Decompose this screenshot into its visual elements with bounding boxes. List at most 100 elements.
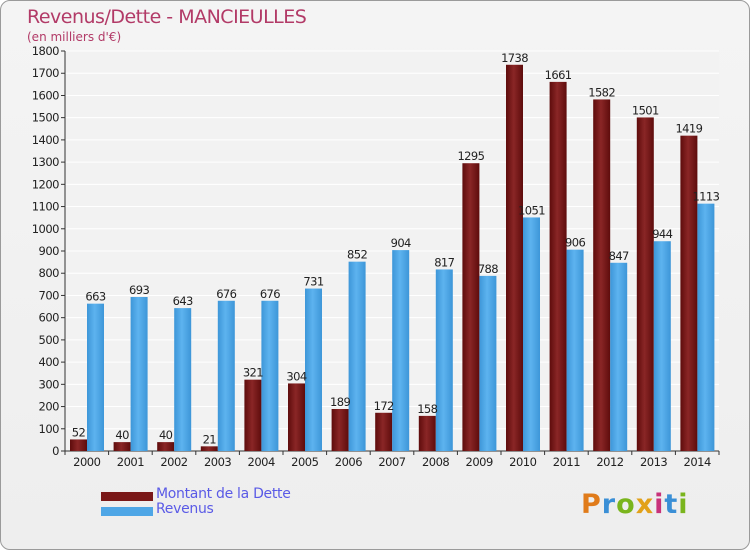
data-label-dette: 321: [243, 366, 263, 380]
bar-revenus: [653, 241, 671, 451]
x-tick-label: 2002: [160, 455, 187, 469]
x-tick-label: 2010: [509, 455, 536, 469]
data-label-dette: 1419: [675, 122, 702, 136]
data-label-dette: 1295: [457, 149, 484, 163]
data-label-revenus: 1051: [518, 203, 545, 217]
bar-dette: [418, 415, 436, 451]
bar-dette: [549, 81, 567, 451]
proxiti-logo: Proxiti: [581, 489, 689, 520]
x-tick-label: 2013: [640, 455, 667, 469]
data-label-revenus: 906: [565, 236, 585, 250]
x-tick-label: 2007: [378, 455, 405, 469]
bar-revenus: [217, 300, 235, 451]
data-label-dette: 1501: [632, 103, 659, 117]
data-label-dette: 1661: [545, 68, 572, 82]
bar-revenus: [479, 275, 497, 451]
y-tick-label: 400: [39, 355, 60, 369]
data-label-revenus: 904: [391, 236, 411, 250]
bar-revenus: [392, 250, 410, 451]
bar-dette: [244, 379, 262, 451]
y-tick-label: 600: [39, 311, 60, 325]
bar-dette: [331, 409, 349, 451]
bar-revenus: [435, 269, 453, 451]
data-label-dette: 304: [286, 369, 306, 383]
y-tick-label: 1400: [32, 133, 59, 147]
y-tick-label: 300: [39, 377, 60, 391]
data-label-revenus: 852: [347, 248, 367, 262]
data-label-revenus: 944: [652, 227, 672, 241]
data-label-dette: 40: [115, 428, 129, 442]
y-tick-label: 700: [39, 288, 60, 302]
x-tick-label: 2005: [291, 455, 318, 469]
y-tick-label: 1600: [32, 88, 59, 102]
bar-dette: [157, 442, 175, 451]
bar-revenus: [261, 300, 279, 451]
data-label-dette: 40: [159, 428, 173, 442]
data-label-revenus: 676: [216, 287, 236, 301]
bar-dette: [506, 64, 523, 452]
y-tick-label: 1200: [32, 177, 59, 191]
y-tick-label: 900: [39, 244, 60, 258]
bar-revenus: [174, 308, 192, 451]
data-label-revenus: 693: [129, 283, 149, 297]
x-tick-label: 2014: [684, 455, 711, 469]
data-label-dette: 1738: [501, 51, 528, 65]
y-tick-label: 1300: [32, 155, 59, 169]
bar-revenus: [697, 203, 715, 451]
x-tick-label: 2003: [204, 455, 231, 469]
data-label-revenus: 676: [260, 287, 280, 301]
legend-label-revenus: Revenus: [156, 501, 214, 517]
x-tick-label: 2011: [553, 455, 580, 469]
x-tick-label: 2009: [466, 455, 493, 469]
bar-dette: [636, 117, 654, 451]
x-tick-label: 2000: [73, 455, 100, 469]
y-tick-label: 100: [39, 422, 60, 436]
bar-dette: [593, 99, 611, 451]
bar-dette: [680, 135, 698, 451]
bar-revenus: [87, 303, 104, 451]
y-tick-label: 1500: [32, 111, 59, 125]
bar-revenus: [523, 217, 540, 451]
data-label-dette: 189: [330, 395, 350, 409]
bar-revenus: [566, 249, 584, 451]
bar-revenus: [305, 288, 322, 451]
bar-revenus: [610, 262, 628, 451]
data-label-dette: 1582: [588, 85, 615, 99]
data-label-revenus: 643: [173, 294, 193, 308]
bar-revenus: [130, 297, 148, 451]
y-tick-label: 500: [39, 333, 60, 347]
data-label-revenus: 817: [434, 255, 454, 269]
y-tick-label: 800: [39, 266, 60, 280]
x-tick-label: 2006: [335, 455, 362, 469]
y-tick-label: 1100: [32, 200, 59, 214]
x-tick-label: 2004: [248, 455, 275, 469]
y-tick-label: 0: [52, 444, 59, 458]
chart-title: Revenus/Dette - MANCIEULLES: [27, 6, 307, 28]
x-tick-label: 2001: [117, 455, 144, 469]
bar-dette: [462, 163, 480, 451]
x-tick-label: 2008: [422, 455, 449, 469]
bar-revenus: [348, 261, 366, 451]
bar-dette: [200, 446, 218, 451]
y-tick-label: 1000: [32, 222, 59, 236]
y-tick-label: 1700: [32, 66, 59, 80]
y-tick-label: 200: [39, 400, 60, 414]
data-label-dette: 158: [417, 402, 437, 416]
legend-label-dette: Montant de la Dette: [156, 486, 291, 502]
bar-dette: [70, 439, 87, 451]
legend-swatch-dette: [101, 492, 153, 501]
bar-dette: [288, 383, 305, 451]
data-label-revenus: 731: [303, 275, 323, 289]
data-label-revenus: 788: [478, 262, 498, 276]
y-tick-label: 1800: [32, 44, 59, 58]
bar-dette: [375, 412, 393, 451]
legend-swatch-revenus: [101, 507, 153, 516]
data-label-dette: 52: [72, 425, 86, 439]
chart-subtitle: (en milliers d'€): [27, 30, 122, 44]
data-label-revenus: 663: [85, 290, 105, 304]
data-label-dette: 21: [203, 432, 217, 446]
data-label-dette: 172: [374, 399, 394, 413]
x-tick-label: 2012: [596, 455, 623, 469]
